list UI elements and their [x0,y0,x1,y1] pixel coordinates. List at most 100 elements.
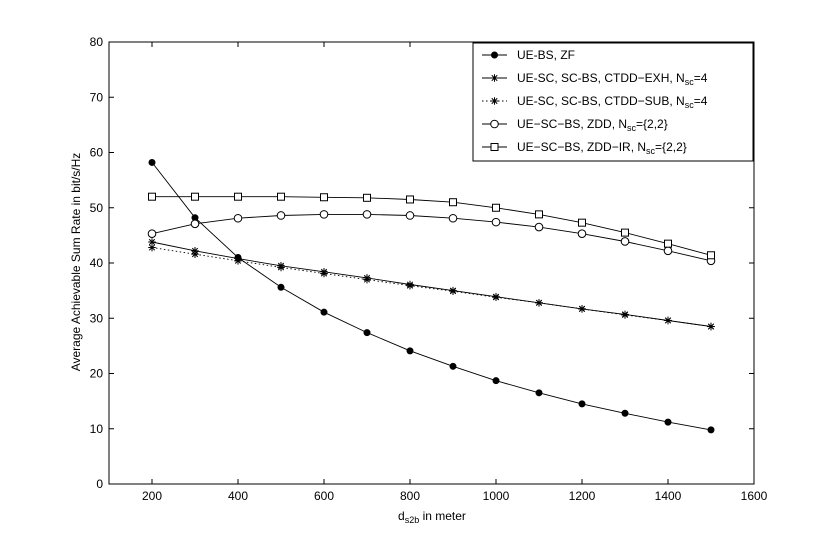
data-point [234,192,242,201]
series-4 [147,210,716,266]
data-point [191,192,199,201]
series-2 [148,238,715,331]
data-point [148,192,156,201]
data-point [491,217,501,227]
y-tick-label: 50 [90,201,104,215]
y-tick-label: 30 [90,311,104,325]
data-point [320,193,328,202]
series-line [152,196,712,256]
x-tick-label: 200 [142,489,162,503]
x-tick-label: 800 [400,489,420,503]
data-point [362,210,372,219]
legend-label: UE−SC−BS, ZDD, Nsc={2,2} [517,117,668,133]
series-3 [148,243,715,331]
data-point [320,308,328,316]
data-point [190,219,200,229]
legend-box [472,42,754,162]
data-point [490,143,499,151]
x-tick-label: 1200 [569,489,596,503]
data-point [707,322,715,331]
x-tick-label: 1000 [483,489,510,503]
data-point [363,193,371,202]
data-point [363,329,371,337]
data-point [664,316,672,325]
x-axis-label-main: d [398,509,405,523]
data-point [449,287,457,295]
data-point [277,192,285,201]
legend-entry: UE-BS, ZF [482,48,575,62]
data-point [191,250,199,258]
y-tick-label: 70 [90,90,104,104]
legend-label: UE-SC, SC-BS, CTDD−SUB, Nsc=4 [517,94,708,110]
series-layer [147,158,716,434]
data-point [148,243,156,252]
series-5 [148,192,715,260]
data-point [320,269,328,278]
data-point [405,211,415,220]
x-tick-label: 1400 [655,489,682,503]
data-point [621,409,629,417]
x-axis-label-rest: in meter [419,509,466,523]
y-tick-label: 40 [90,256,104,270]
data-point [578,218,586,227]
data-point [707,426,715,434]
data-point [707,251,715,260]
x-axis-label-subscript: s2b [405,515,420,525]
data-point [276,211,286,220]
data-point [621,311,629,319]
data-point [577,229,587,239]
data-point [535,389,543,397]
legend-label: UE−SC−BS, ZDD−IR, Nsc={2,2} [517,140,687,156]
data-point [490,119,499,129]
legend-label: UE-BS, ZF [517,48,575,62]
data-point [406,347,414,355]
legend: UE-BS, ZF UE-SC, SC-BS, CTDD−EXH, Nsc=4 UE… [472,42,754,162]
data-point [406,195,414,204]
data-point [277,283,285,291]
data-point [620,237,630,246]
data-point [147,229,157,239]
y-tick-label: 80 [90,35,104,49]
data-point [492,293,500,302]
x-tick-label: 600 [314,489,334,503]
x-axis-label: ds2b in meter [398,509,466,525]
series-1 [148,158,715,434]
data-point [492,377,500,385]
x-tick-label: 400 [228,489,248,503]
data-point [490,74,499,82]
series-line [151,162,712,431]
legend-entry: UE-SC, SC-BS, CTDD−EXH, Nsc=4 [482,71,708,87]
data-point [578,400,586,408]
y-tick-label: 0 [96,477,103,491]
data-point [449,362,457,370]
data-point [664,239,672,248]
legend-entry: UE−SC−BS, ZDD−IR, Nsc={2,2} [482,140,687,156]
data-point [535,210,543,219]
legend-label: UE-SC, SC-BS, CTDD−EXH, Nsc=4 [517,71,708,87]
y-tick-label: 20 [90,367,104,381]
data-point [490,97,499,105]
data-point [277,263,285,272]
legend-entry: UE−SC−BS, ZDD, Nsc={2,2} [482,117,668,133]
data-point [491,51,498,59]
data-point [234,256,242,265]
y-tick-label: 10 [90,422,104,436]
data-point [535,298,543,307]
data-point [319,210,329,219]
data-point [664,418,672,426]
x-tick-label: 1600 [741,489,768,503]
axes: 200 400 600 800 1000 1200 1400 1600 0 10 20 30 40 50 6… [90,35,768,503]
series-line [151,241,712,327]
data-point [578,305,586,313]
data-point [663,246,673,256]
data-point [363,275,371,284]
data-point [534,222,544,232]
legend-entry: UE-SC, SC-BS, CTDD−SUB, Nsc=4 [482,94,708,110]
data-point [448,213,458,223]
data-point [492,203,500,212]
data-point [449,198,457,207]
data-point [621,228,629,237]
series-line [151,213,712,262]
y-axis-label: Average Achievable Sum Rate in bit/s/Hz [69,153,83,372]
